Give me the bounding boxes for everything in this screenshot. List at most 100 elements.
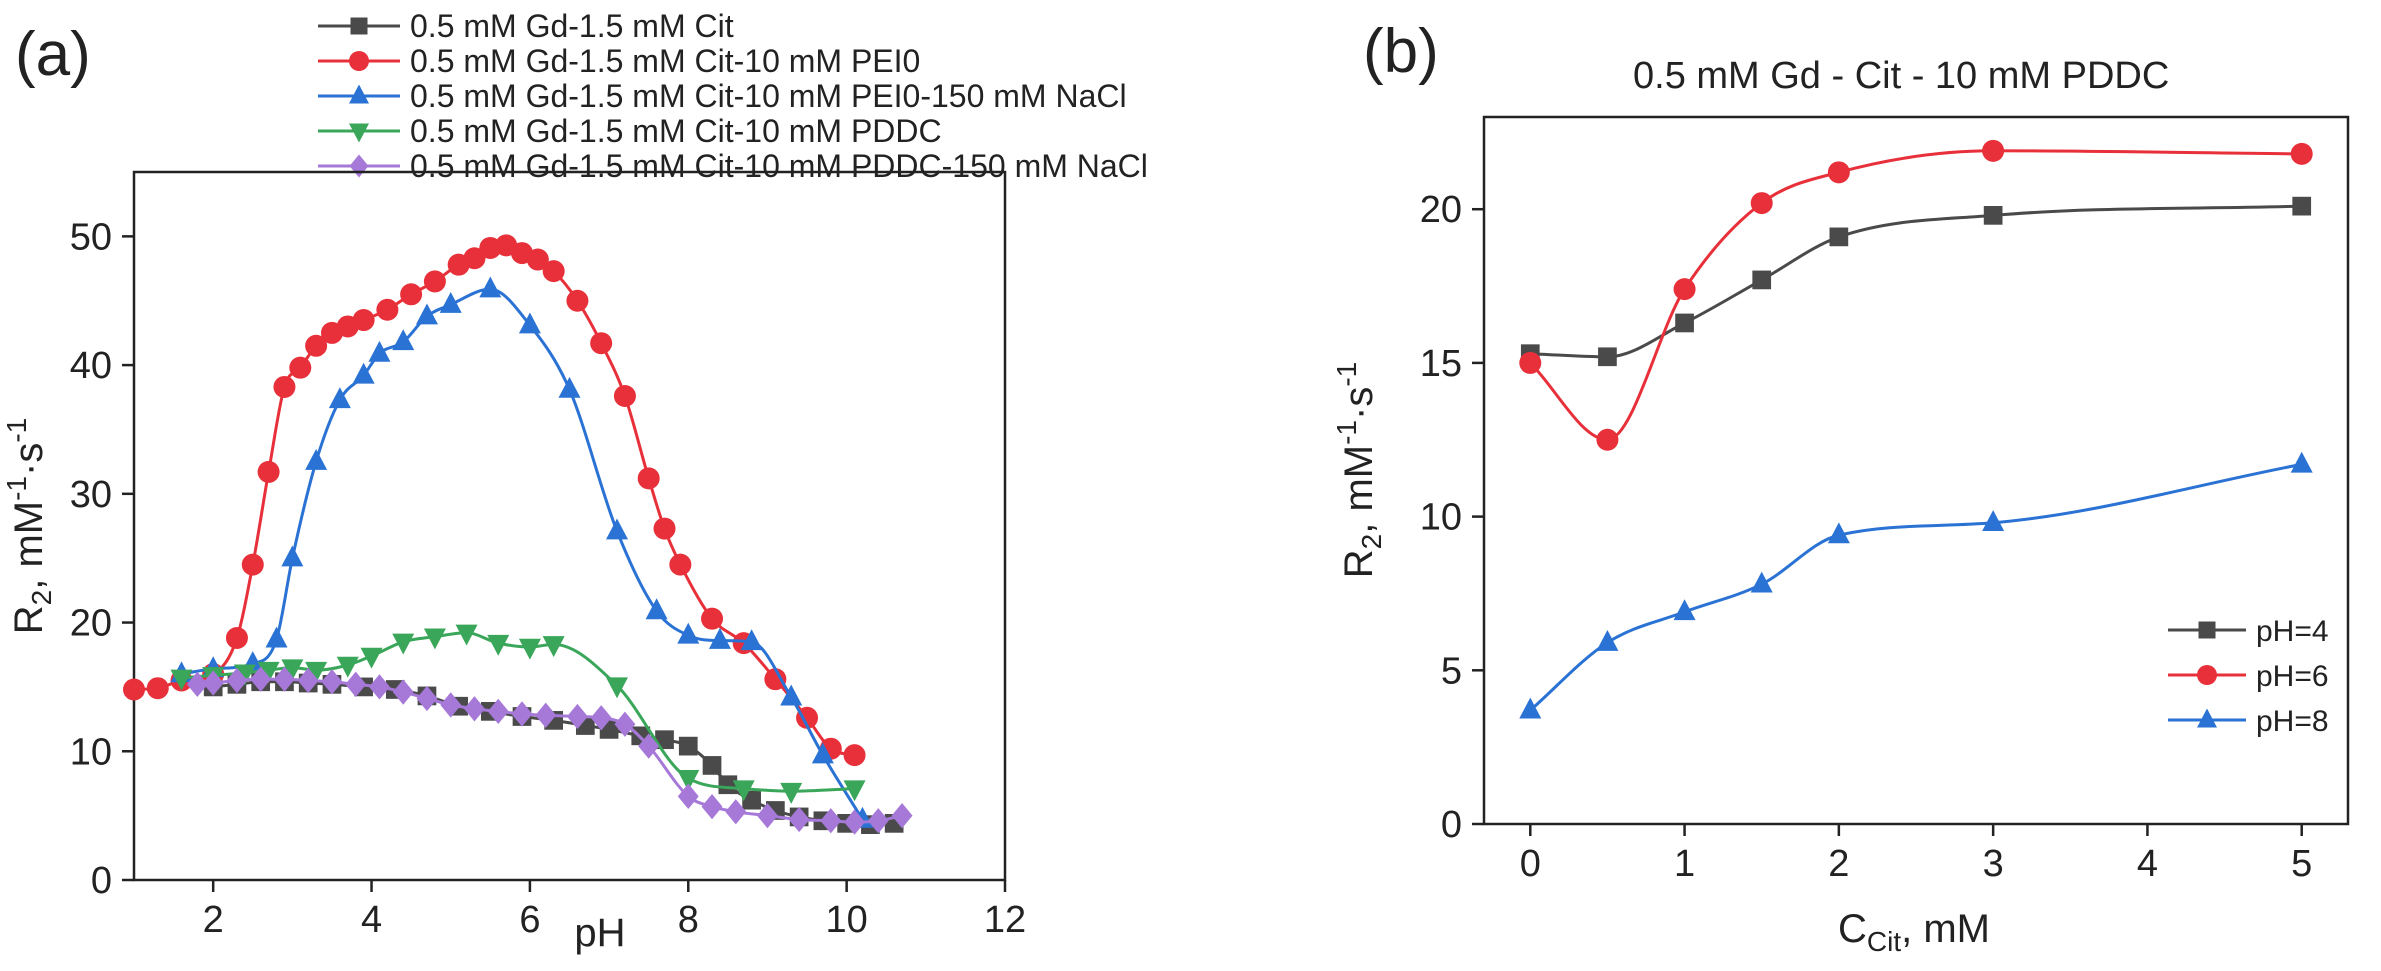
panel-b-ylabel-sub: 2	[1356, 534, 1387, 550]
panel-a-legend-label: 0.5 mM Gd-1.5 mM Cit	[410, 8, 734, 44]
a-data-point	[708, 627, 731, 649]
a-data-point	[725, 799, 747, 825]
a-data-point	[542, 636, 565, 658]
a-data-point	[764, 668, 787, 691]
a-data-point	[678, 736, 698, 756]
panel-a-ylabel-sup2: -1	[1, 418, 32, 443]
a-data-point	[645, 598, 668, 620]
a-series-1	[123, 234, 866, 767]
panel-a-legend-label: 0.5 mM Gd-1.5 mM Cit-10 mM PEI0-150 mM N…	[410, 78, 1127, 114]
b-y-tick-label: 0	[1441, 804, 1462, 846]
panel-a-legend-marker	[349, 84, 369, 104]
a-series-2	[170, 276, 874, 828]
panel-a-legend-label: 0.5 mM Gd-1.5 mM Cit-10 mM PDDC-150 mM N…	[410, 148, 1148, 184]
b-data-point	[1750, 571, 1773, 593]
panel-b-ylabel-sup1: -1	[1331, 420, 1362, 445]
panel-a-legend-marker	[349, 51, 369, 71]
a-data-point	[463, 247, 486, 270]
panel-b-ylabel-sup2: -1	[1331, 362, 1362, 387]
a-data-point	[455, 624, 478, 646]
panel-b-label: (b)	[1363, 17, 1439, 86]
panel-a-legend-marker	[349, 154, 369, 178]
a-data-point	[788, 806, 810, 833]
a-data-point	[305, 334, 328, 357]
b-data-point	[2292, 196, 2312, 216]
a-data-point	[423, 270, 446, 293]
panel-a-y-ticks: 0 10 20 30 40 50	[70, 216, 134, 902]
a-data-point	[843, 780, 866, 802]
a-data-point	[250, 666, 272, 692]
b-series-2	[1519, 451, 2313, 719]
a-data-point	[369, 674, 390, 700]
a-data-point	[740, 629, 763, 651]
a-data-point	[701, 607, 724, 630]
panel-a-series	[123, 234, 913, 835]
panel-a-axes	[132, 170, 1007, 882]
a-data-point	[518, 638, 541, 660]
a-data-point	[281, 659, 304, 681]
a-data-point	[677, 622, 700, 644]
a-y-tick-label: 20	[70, 603, 112, 645]
a-y-tick-label: 40	[70, 345, 112, 387]
panel-a-ylabel-sub: 2	[26, 590, 57, 606]
panel-a-legend-label: 0.5 mM Gd-1.5 mM Cit-10 mM PDDC	[410, 113, 942, 149]
b-data-point	[1673, 278, 1696, 301]
a-data-point	[392, 633, 415, 655]
a-data-point	[400, 283, 423, 306]
a-data-point	[487, 698, 509, 725]
b-y-tick-label: 15	[1420, 343, 1462, 385]
a-data-point	[273, 666, 295, 692]
a-data-point	[669, 553, 692, 576]
a-x-tick-label: 10	[825, 899, 867, 941]
a-data-point	[637, 467, 660, 490]
panel-b-legend-label: pH=4	[2256, 615, 2329, 648]
panel-a-x-ticks: 2 4 6 8 10 12	[203, 880, 1026, 941]
b-x-tick-label: 4	[2137, 843, 2158, 885]
a-data-point	[542, 260, 565, 283]
a-data-point	[392, 679, 414, 705]
b-x-tick-label: 0	[1520, 843, 1541, 885]
panel-b-legend-marker	[2198, 621, 2216, 639]
panel-b-legend-label: pH=6	[2256, 660, 2329, 693]
a-series-4	[186, 666, 913, 835]
a-data-point	[780, 782, 803, 804]
a-data-point	[844, 809, 866, 835]
b-data-point	[2290, 451, 2313, 473]
a-data-point	[281, 545, 304, 567]
panel-b-xlabel-unit: , mM	[1901, 907, 1990, 951]
panel-a-ylabel-unit: , mM	[7, 501, 51, 590]
panel-a-plot-frame	[132, 170, 1007, 882]
a-data-point	[606, 518, 629, 540]
b-series-1	[1519, 139, 2313, 451]
b-data-point	[2290, 142, 2313, 165]
b-data-point	[1519, 351, 1542, 374]
panel-b-legend-item: pH=8	[2168, 705, 2329, 738]
a-data-point	[535, 702, 557, 728]
a-data-point	[558, 376, 581, 398]
a-y-tick-label: 30	[70, 474, 112, 516]
b-data-point	[1675, 313, 1694, 333]
a-data-point	[233, 664, 256, 686]
panel-a-ylabel-sup1: -1	[1, 476, 32, 501]
panel-b-axes	[1482, 115, 2350, 826]
a-data-point	[613, 384, 636, 407]
a-data-point	[226, 667, 248, 694]
a-data-point	[352, 362, 375, 384]
a-x-tick-label: 6	[519, 899, 540, 941]
a-data-point	[257, 460, 280, 483]
b-x-tick-label: 5	[2291, 843, 2312, 885]
panel-a-y-axis-label: R2, mM-1·s-1	[1, 418, 57, 634]
a-data-point	[479, 276, 502, 298]
a-data-point	[225, 626, 248, 649]
b-data-point	[1519, 697, 1542, 719]
a-data-point	[820, 808, 842, 834]
b-x-tick-label: 3	[1983, 843, 2004, 885]
b-series-0	[1520, 196, 2312, 367]
b-data-point	[1752, 270, 1772, 290]
panel-a-legend-item: 0.5 mM Gd-1.5 mM Cit-10 mM PEI0	[318, 43, 920, 79]
a-data-point	[368, 340, 391, 362]
b-data-point	[1673, 599, 1696, 621]
a-data-point	[257, 661, 280, 683]
panel-b-legend-item: pH=6	[2168, 660, 2329, 693]
